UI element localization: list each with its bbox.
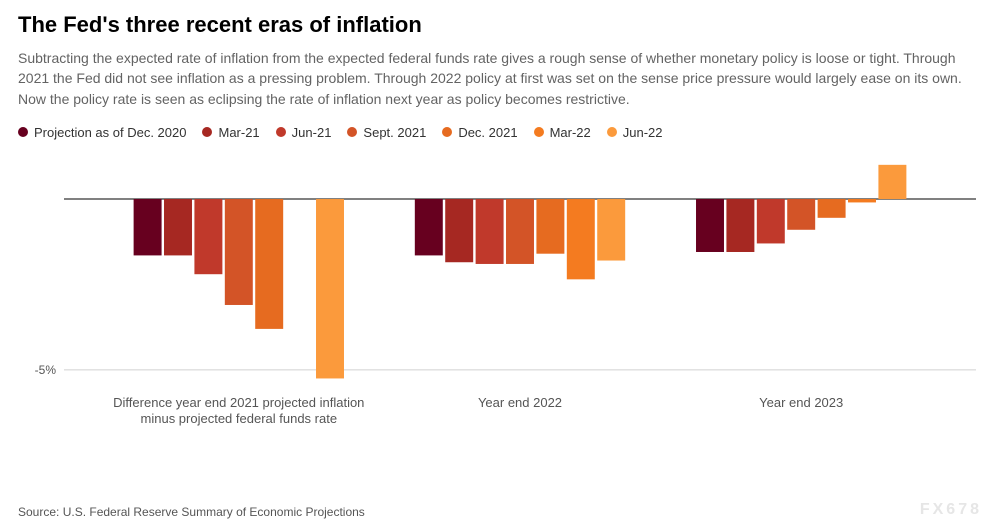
legend-swatch — [534, 127, 544, 137]
bar — [567, 199, 595, 279]
bar — [194, 199, 222, 274]
category-label: minus projected federal funds rate — [141, 411, 338, 426]
bar — [597, 199, 625, 261]
bar-chart: -5% Difference year end 2021 projected in… — [18, 150, 982, 435]
bar — [164, 199, 192, 255]
bar — [878, 165, 906, 199]
legend-swatch — [607, 127, 617, 137]
legend-label: Projection as of Dec. 2020 — [34, 125, 186, 140]
bar — [818, 199, 846, 218]
bar — [696, 199, 724, 252]
category-label: Difference year end 2021 projected infla… — [113, 395, 364, 410]
source-line: Source: U.S. Federal Reserve Summary of … — [18, 505, 365, 519]
watermark: FX678 — [920, 501, 982, 519]
legend-item: Projection as of Dec. 2020 — [18, 125, 186, 140]
bar — [506, 199, 534, 264]
bar — [536, 199, 564, 254]
legend-label: Jun-22 — [623, 125, 663, 140]
category-label: Year end 2022 — [478, 395, 562, 410]
bar — [757, 199, 785, 243]
legend-label: Mar-21 — [218, 125, 259, 140]
legend-item: Mar-21 — [202, 125, 259, 140]
chart-title: The Fed's three recent eras of inflation — [18, 12, 982, 38]
legend-item: Sept. 2021 — [347, 125, 426, 140]
bar — [476, 199, 504, 264]
legend-label: Mar-22 — [550, 125, 591, 140]
bar — [787, 199, 815, 230]
legend-item: Jun-22 — [607, 125, 663, 140]
bar — [134, 199, 162, 255]
legend-label: Dec. 2021 — [458, 125, 517, 140]
bar — [848, 199, 876, 202]
bar — [316, 199, 344, 378]
y-tick-label: -5% — [35, 363, 57, 377]
bar — [415, 199, 443, 255]
chart-area: -5% Difference year end 2021 projected in… — [18, 150, 982, 435]
legend-item: Dec. 2021 — [442, 125, 517, 140]
chart-subtitle: Subtracting the expected rate of inflati… — [18, 48, 982, 109]
legend-item: Jun-21 — [276, 125, 332, 140]
legend-swatch — [276, 127, 286, 137]
category-label: Year end 2023 — [759, 395, 843, 410]
legend-item: Mar-22 — [534, 125, 591, 140]
legend-swatch — [347, 127, 357, 137]
bar — [445, 199, 473, 262]
bar — [726, 199, 754, 252]
legend-swatch — [18, 127, 28, 137]
bar — [255, 199, 283, 329]
legend-swatch — [202, 127, 212, 137]
legend-label: Jun-21 — [292, 125, 332, 140]
legend-label: Sept. 2021 — [363, 125, 426, 140]
legend-swatch — [442, 127, 452, 137]
bar — [225, 199, 253, 305]
legend: Projection as of Dec. 2020 Mar-21 Jun-21 Se… — [18, 125, 982, 140]
